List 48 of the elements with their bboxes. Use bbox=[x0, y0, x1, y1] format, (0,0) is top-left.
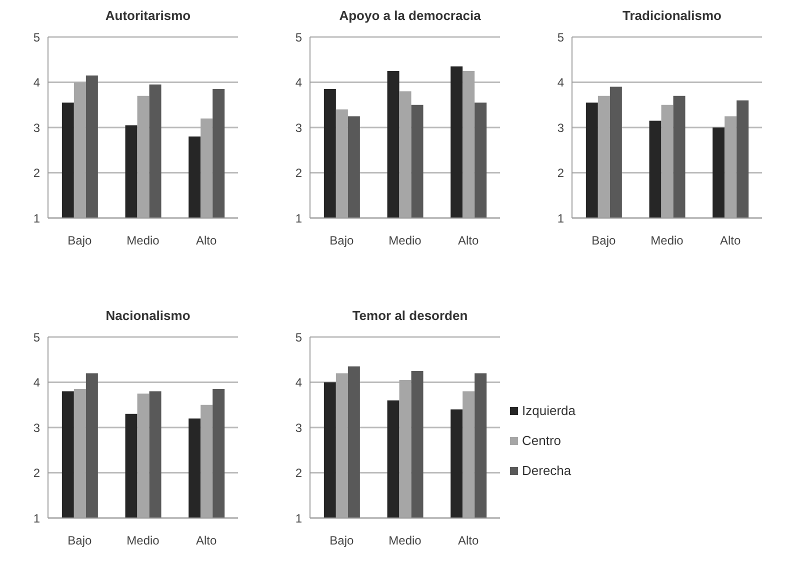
y-tick-label: 5 bbox=[33, 30, 40, 44]
y-tick-label: 3 bbox=[557, 120, 564, 135]
x-tick-label: Alto bbox=[196, 534, 217, 548]
x-tick-label: Medio bbox=[388, 234, 422, 248]
x-tick-label: Alto bbox=[458, 534, 479, 548]
y-tick-label: 4 bbox=[33, 76, 40, 90]
chart-title: Temor al desorden bbox=[351, 308, 469, 323]
y-tick-label: 3 bbox=[295, 120, 302, 135]
y-tick-label: 1 bbox=[33, 211, 40, 226]
x-tick-label: Bajo bbox=[330, 234, 354, 248]
y-tick-label: 2 bbox=[33, 466, 40, 480]
legend-label: Centro bbox=[522, 433, 562, 448]
chart-title: Nacionalismo bbox=[104, 308, 192, 323]
y-tick-label: 3 bbox=[295, 420, 302, 435]
y-tick-label: 4 bbox=[33, 376, 40, 390]
y-tick-label: 5 bbox=[295, 30, 302, 44]
x-tick-label: Bajo bbox=[68, 534, 92, 548]
chart-title: Apoyo a la democracia bbox=[338, 8, 482, 23]
y-tick-label: 1 bbox=[295, 211, 302, 226]
y-tick-label: 1 bbox=[295, 511, 302, 526]
y-tick-label: 4 bbox=[295, 76, 302, 90]
y-tick-label: 5 bbox=[295, 330, 302, 344]
x-tick-label: Medio bbox=[126, 234, 160, 248]
x-tick-label: Bajo bbox=[68, 234, 92, 248]
y-tick-label: 3 bbox=[33, 120, 40, 135]
y-tick-label: 5 bbox=[557, 30, 564, 44]
legend-label: Izquierda bbox=[522, 403, 576, 418]
y-tick-label: 3 bbox=[33, 420, 40, 435]
chart-title: Autoritarismo bbox=[104, 8, 192, 23]
y-tick-label: 2 bbox=[295, 166, 302, 180]
x-tick-label: Alto bbox=[720, 234, 741, 248]
y-tick-label: 4 bbox=[295, 376, 302, 390]
y-tick-label: 5 bbox=[33, 330, 40, 344]
x-tick-label: Alto bbox=[196, 234, 217, 248]
x-tick-label: Medio bbox=[388, 534, 422, 548]
y-tick-label: 1 bbox=[33, 511, 40, 526]
x-tick-label: Bajo bbox=[330, 534, 354, 548]
legend-label: Derecha bbox=[522, 463, 572, 478]
y-tick-label: 2 bbox=[295, 466, 302, 480]
y-tick-label: 2 bbox=[557, 166, 564, 180]
y-tick-label: 1 bbox=[557, 211, 564, 226]
x-tick-label: Medio bbox=[126, 534, 160, 548]
y-tick-label: 2 bbox=[33, 166, 40, 180]
y-tick-label: 4 bbox=[557, 76, 564, 90]
x-tick-label: Bajo bbox=[592, 234, 616, 248]
x-tick-label: Alto bbox=[458, 234, 479, 248]
chart-title: Tradicionalismo bbox=[622, 8, 722, 23]
x-tick-label: Medio bbox=[650, 234, 684, 248]
